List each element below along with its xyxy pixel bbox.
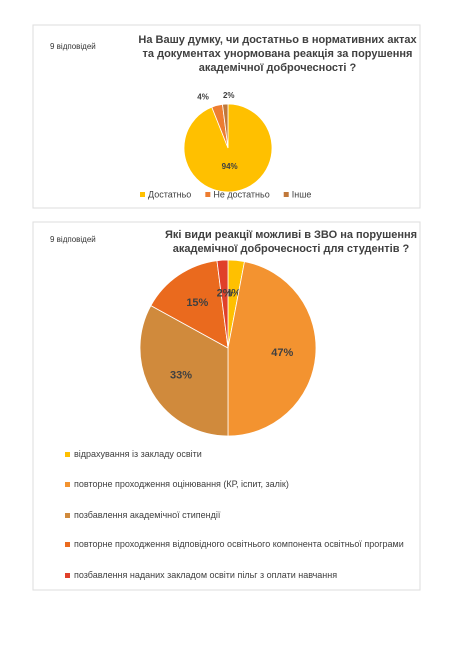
response-count: 9 відповідей bbox=[50, 235, 96, 244]
data-label: 15% bbox=[186, 297, 208, 309]
legend-label: Достатньо bbox=[148, 189, 191, 199]
legend-label-box: відрахування із закладу освіти bbox=[74, 449, 202, 459]
legend-label: повторне проходження оцінювання (КР, ісп… bbox=[74, 479, 289, 489]
legend-swatch bbox=[65, 573, 70, 578]
legend-swatch bbox=[140, 192, 145, 197]
pie-slice bbox=[150, 260, 229, 349]
legend-label-box: повторне проходження відповідного освітн… bbox=[74, 539, 404, 549]
legend-label: повторне проходження відповідного освітн… bbox=[74, 539, 404, 549]
response-count: 9 відповідей bbox=[50, 42, 96, 51]
data-label: 94% bbox=[222, 162, 238, 171]
legend-label: відрахування із закладу освіти bbox=[74, 449, 202, 459]
legend-label-box: позбавлення наданих закладом освіти піль… bbox=[74, 570, 338, 580]
legend-swatch bbox=[65, 513, 70, 518]
chart-title: Які види реакції можливі в ЗВО на поруше… bbox=[164, 229, 418, 255]
data-label: 33% bbox=[170, 370, 192, 382]
legend-swatch bbox=[65, 542, 70, 547]
pie-slice bbox=[216, 259, 229, 349]
data-label: 2% bbox=[217, 287, 233, 299]
legend-swatch bbox=[65, 482, 70, 487]
legend-label: Інше bbox=[292, 189, 312, 199]
pie-slice bbox=[227, 261, 317, 437]
legend-swatch bbox=[283, 192, 289, 197]
legend-label-box: позбавлення академічної стипендії bbox=[74, 510, 221, 520]
pie-slice bbox=[139, 305, 229, 437]
data-label: 2% bbox=[223, 91, 235, 100]
legend-label: Не достатньо bbox=[213, 189, 269, 199]
legend-swatch bbox=[205, 192, 211, 197]
data-label: 3% bbox=[225, 288, 241, 300]
legend-swatch bbox=[65, 452, 70, 457]
pie-slice bbox=[222, 103, 229, 149]
legend-label-box: повторне проходження оцінювання (КР, ісп… bbox=[74, 479, 289, 489]
legend-label: позбавлення наданих закладом освіти піль… bbox=[74, 570, 338, 580]
legend-label: позбавлення академічної стипендії bbox=[74, 510, 221, 520]
data-label: 4% bbox=[197, 93, 209, 102]
data-label: 47% bbox=[271, 347, 293, 359]
chart-title: На Вашу думку, чи достатньо в нормативни… bbox=[138, 34, 417, 74]
chart-title-box: На Вашу думку, чи достатньо в нормативни… bbox=[138, 34, 417, 74]
chart-title-box: Які види реакції можливі в ЗВО на поруше… bbox=[164, 229, 418, 255]
